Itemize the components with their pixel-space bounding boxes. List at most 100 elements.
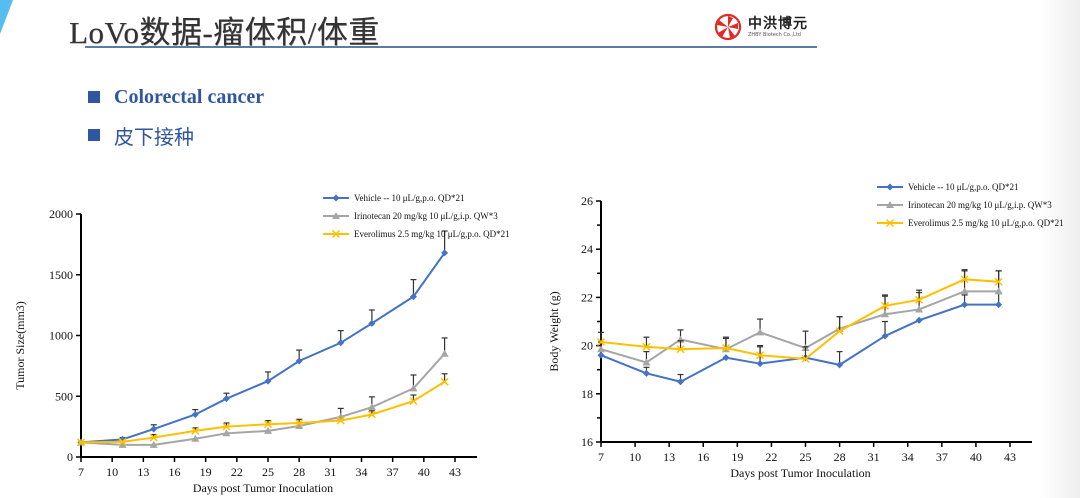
data-point-marker-triangle: [915, 305, 924, 313]
series-2: [76, 373, 449, 447]
y-tick-label: 0: [67, 450, 73, 464]
y-axis-label: Body Weight (g): [547, 291, 561, 371]
data-point-marker-x: [367, 410, 376, 419]
data-point-marker-diamond: [368, 319, 376, 327]
data-point-marker-x: [295, 418, 304, 428]
bullet-item: Colorectal cancer: [88, 78, 264, 116]
x-tick-label: 40: [418, 465, 430, 479]
data-point-marker-diamond: [961, 301, 969, 309]
x-tick-label: 10: [106, 465, 118, 479]
x-tick-label: 31: [324, 465, 336, 479]
data-point-marker-diamond: [441, 249, 449, 257]
x-tick-label: 19: [731, 450, 743, 464]
x-tick-label: 16: [169, 465, 181, 479]
data-point-marker-diamond: [836, 361, 844, 369]
y-tick-label: 20: [581, 339, 593, 353]
x-tick-label: 31: [868, 450, 880, 464]
y-tick-label: 22: [581, 290, 593, 304]
legend-item: Irinotecan 20 mg/kg 10 μL/g,i.p. QW*3: [877, 200, 1052, 210]
data-point-marker-diamond: [150, 425, 158, 433]
data-point-marker-diamond: [337, 339, 345, 347]
data-point-marker-x: [149, 433, 158, 442]
legend-label: Everolimus 2.5 mg/kg 10 μL/g,p.o. QD*21: [908, 218, 1064, 228]
x-tick-label: 7: [598, 450, 604, 464]
data-point-marker-diamond: [756, 360, 764, 368]
x-tick-label: 28: [834, 450, 846, 464]
series-0: [597, 291, 1003, 386]
legend-item: Vehicle -- 10 μL/g,p.o. QD*21: [877, 182, 1019, 192]
data-point-marker-x: [994, 277, 1003, 286]
bullet-square-icon: [88, 91, 100, 103]
legend-marker-diamond: [886, 183, 894, 191]
x-tick-label: 37: [387, 465, 399, 479]
legend-label: Vehicle -- 10 μL/g,p.o. QD*21: [908, 182, 1019, 192]
slide-title: LoVo数据-瘤体积/体重: [69, 15, 380, 50]
data-point-marker-x: [676, 345, 685, 354]
legend-label: Vehicle -- 10 μL/g,p.o. QD*21: [354, 193, 465, 203]
legend-item: Everolimus 2.5 mg/kg 10 μL/g,p.o. QD*21: [323, 229, 510, 239]
data-point-marker-triangle: [994, 287, 1003, 295]
y-tick-label: 24: [581, 242, 593, 256]
x-tick-label: 16: [697, 450, 709, 464]
y-axis-label: Tumor Size(mm3): [13, 301, 27, 390]
data-point-marker-triangle: [118, 440, 127, 448]
x-tick-label: 13: [663, 450, 675, 464]
data-point-marker-triangle: [222, 429, 231, 437]
x-axis-label: Days post Tumor Inoculation: [193, 481, 333, 495]
x-tick-label: 37: [936, 450, 948, 464]
data-point-marker-diamond: [597, 351, 605, 359]
data-point-marker-x: [835, 327, 844, 336]
legend-marker-triangle: [332, 212, 340, 219]
edge-shade: [1040, 0, 1080, 498]
x-tick-label: 10: [629, 450, 641, 464]
data-point-marker-triangle: [264, 426, 272, 434]
x-tick-label: 28: [293, 465, 305, 479]
data-point-marker-x: [76, 438, 86, 447]
bullet-text: 皮下接种: [114, 126, 194, 149]
data-point-marker-x: [336, 416, 345, 425]
x-tick-label: 40: [970, 450, 982, 464]
data-point-marker-triangle: [597, 345, 605, 353]
data-point-marker-diamond: [295, 357, 303, 365]
corner-decoration: [0, 0, 13, 34]
logo-name-en: ZHBY Biotech Co.,Ltd: [748, 32, 801, 38]
bullet-square-icon: [88, 129, 100, 141]
bullet-list: Colorectal cancer 皮下接种: [88, 78, 264, 154]
x-tick-label: 13: [137, 465, 149, 479]
data-point-marker-triangle: [191, 434, 200, 442]
data-point-marker-triangle: [367, 403, 376, 411]
data-point-marker-triangle: [960, 287, 969, 295]
y-tick-label: 18: [581, 387, 593, 401]
legend-label: Irinotecan 20 mg/kg 10 μL/g,i.p. QW*3: [908, 200, 1052, 210]
data-point-marker-triangle: [642, 358, 651, 366]
x-tick-label: 34: [902, 450, 914, 464]
data-point-marker-triangle: [756, 328, 765, 336]
data-point-marker-x: [118, 437, 127, 446]
data-point-marker-triangle: [149, 440, 158, 448]
y-tick-label: 500: [55, 389, 73, 403]
x-tick-label: 25: [800, 450, 812, 464]
legend-marker-diamond: [332, 194, 340, 202]
data-point-marker-x: [191, 426, 200, 435]
company-logo: 中洪博元 ZHBY Biotech Co.,Ltd: [713, 13, 823, 41]
y-tick-label: 16: [581, 435, 593, 449]
data-point-marker-x: [263, 420, 273, 429]
y-tick-label: 1500: [49, 268, 73, 282]
logo-name-cn: 中洪博元: [748, 16, 808, 32]
bullet-text: Colorectal cancer: [114, 85, 265, 108]
y-tick-label: 26: [581, 194, 593, 208]
series-2: [596, 269, 1003, 363]
data-point-marker-x: [721, 343, 731, 353]
x-axis-label: Days post Tumor Inoculation: [730, 466, 870, 480]
data-point-marker-triangle: [295, 422, 304, 430]
x-tick-label: 19: [200, 465, 212, 479]
data-point-marker-x: [801, 354, 810, 363]
x-tick-label: 22: [765, 450, 777, 464]
data-point-marker-triangle: [409, 384, 418, 392]
x-tick-label: 34: [356, 465, 368, 479]
legend-marker-x: [885, 218, 895, 228]
data-point-marker-x: [880, 301, 890, 310]
data-point-marker-x: [440, 377, 449, 386]
series-0: [77, 230, 449, 446]
